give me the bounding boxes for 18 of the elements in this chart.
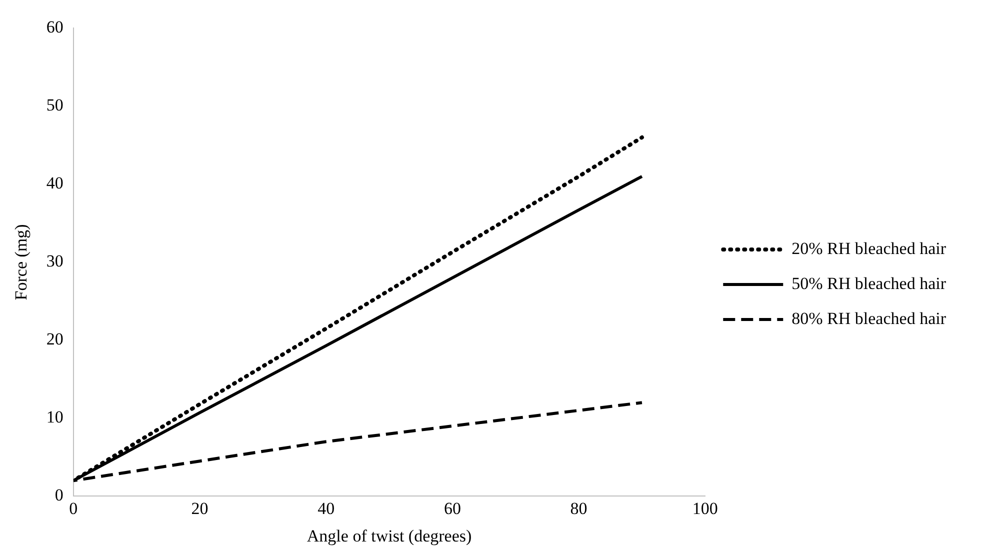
x-tick-label: 40	[318, 498, 335, 518]
x-tick-label: 100	[692, 498, 718, 518]
x-tick-label: 0	[69, 498, 78, 518]
y-tick-label: 20	[46, 330, 64, 349]
x-axis-title: Angle of twist (degrees)	[306, 526, 472, 546]
y-tick-label: 0	[54, 486, 64, 505]
x-tick-label: 80	[570, 498, 588, 518]
y-axis-title: Force (mg)	[12, 224, 31, 300]
y-tick-label: 60	[46, 18, 64, 37]
y-tick-label: 50	[46, 96, 64, 115]
legend-label: 20% RH bleached hair	[792, 238, 946, 258]
x-tick-label: 60	[444, 498, 461, 518]
legend-label: 50% RH bleached hair	[792, 274, 946, 293]
y-tick-label: 30	[46, 252, 64, 271]
y-tick-label: 40	[46, 174, 64, 193]
y-tick-label: 10	[46, 408, 64, 427]
x-tick-label: 20	[191, 498, 208, 518]
legend-label: 80% RH bleached hair	[792, 308, 946, 328]
